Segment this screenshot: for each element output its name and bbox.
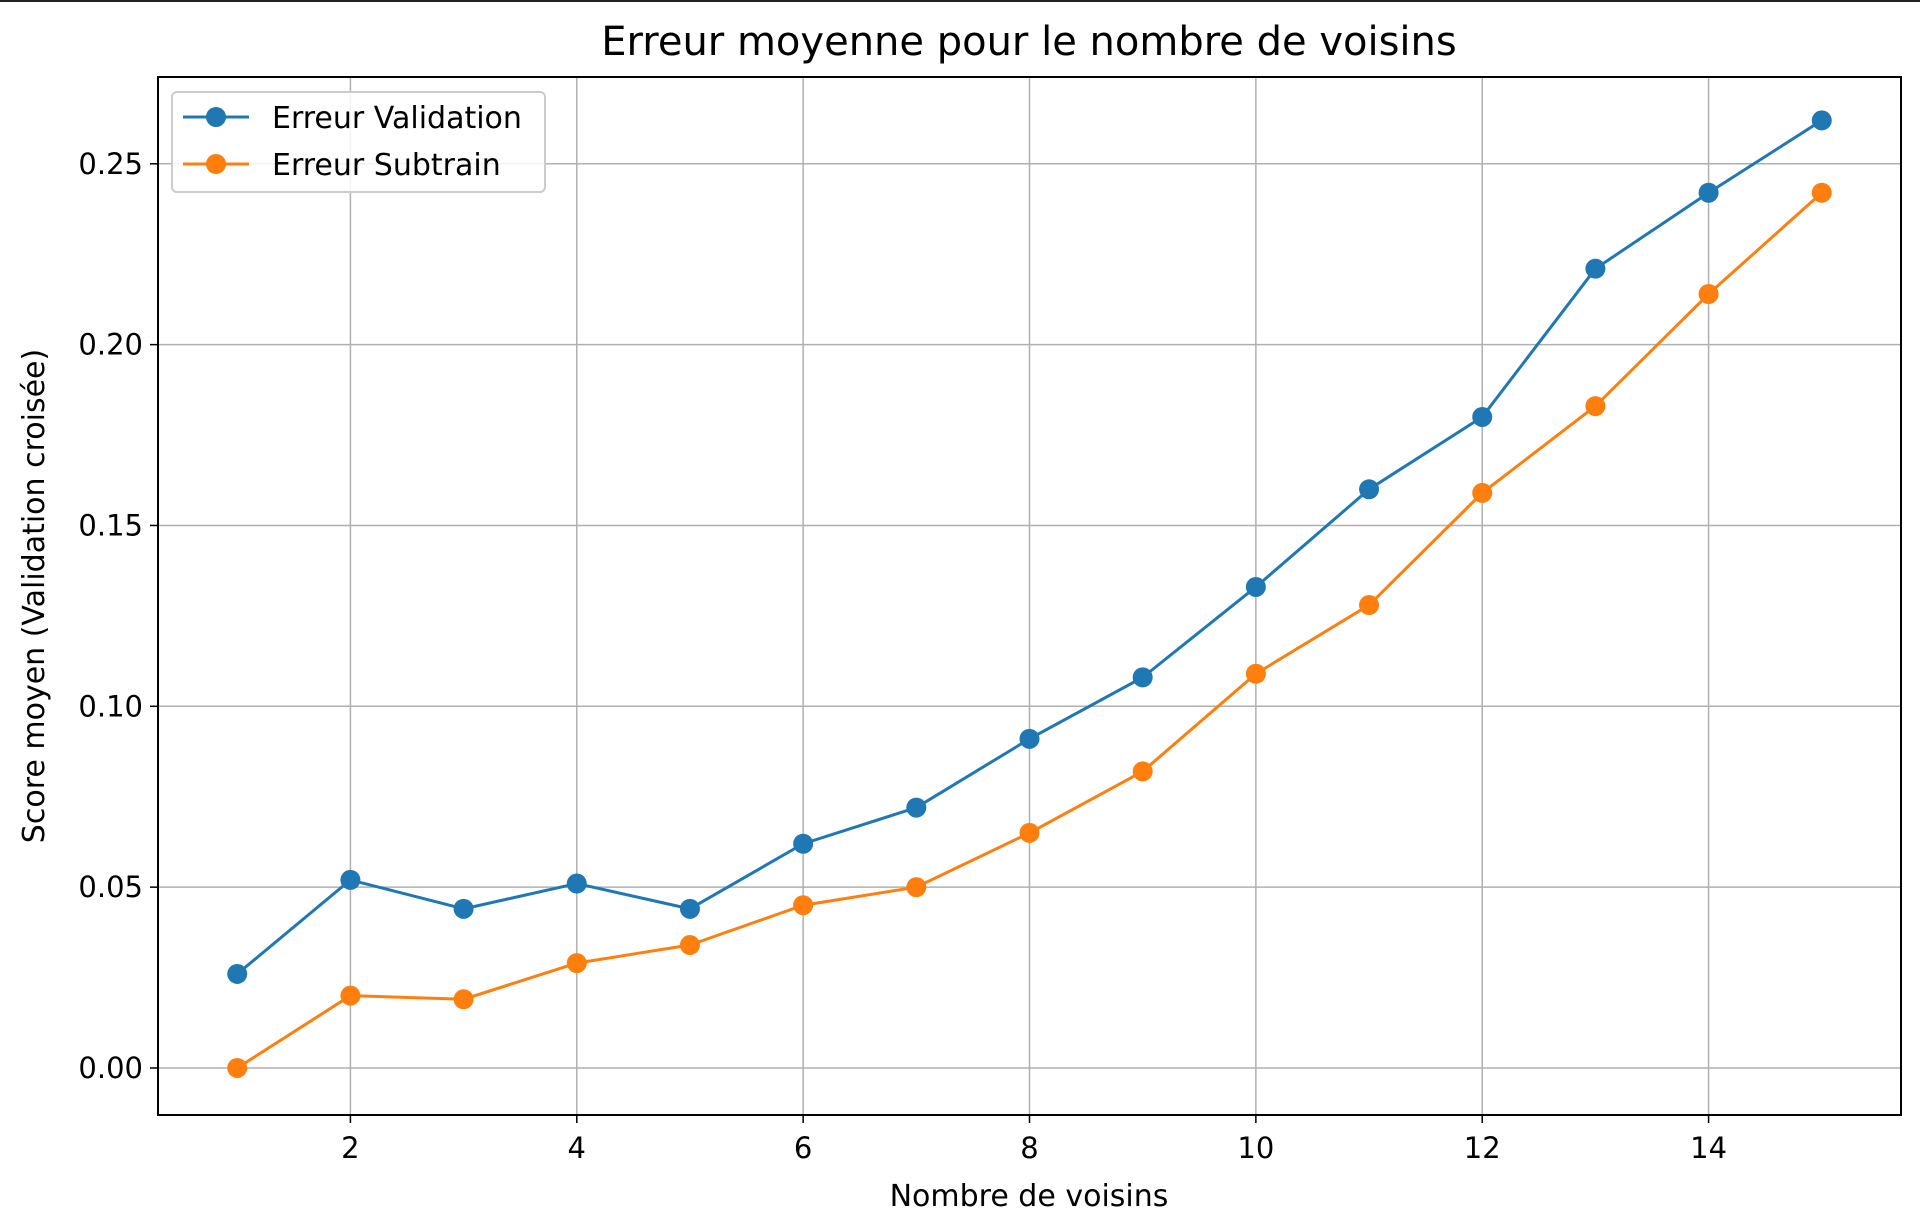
data-point-erreur-validation	[906, 797, 927, 818]
data-point-erreur-validation	[679, 898, 700, 919]
x-tick-label: 4	[568, 1131, 586, 1165]
data-point-erreur-subtrain	[340, 985, 361, 1006]
data-point-erreur-subtrain	[1585, 396, 1606, 417]
data-point-erreur-validation	[1585, 258, 1606, 279]
data-point-erreur-validation	[1132, 667, 1153, 688]
data-point-erreur-subtrain	[227, 1057, 248, 1078]
data-point-erreur-validation	[1359, 479, 1380, 500]
gridlines	[158, 77, 1901, 1115]
x-tick-label: 14	[1690, 1131, 1727, 1165]
x-tick-label: 10	[1237, 1131, 1274, 1165]
legend-item-validation: Erreur Validation	[183, 101, 522, 136]
data-point-erreur-validation	[1245, 576, 1266, 597]
data-point-erreur-validation	[793, 833, 814, 854]
data-point-erreur-validation	[566, 873, 587, 894]
x-tick-label: 12	[1464, 1131, 1501, 1165]
legend-marker-validation	[206, 107, 226, 127]
data-point-erreur-validation	[1019, 728, 1040, 749]
y-axis-label: Score moyen (Validation croisée)	[17, 349, 52, 843]
legend: Erreur Validation Erreur Subtrain	[171, 91, 546, 193]
legend-marker-subtrain	[206, 154, 226, 174]
legend-label-subtrain: Erreur Subtrain	[272, 148, 501, 183]
data-point-erreur-subtrain	[1811, 182, 1832, 203]
data-point-erreur-subtrain	[566, 953, 587, 974]
data-point-erreur-subtrain	[1245, 663, 1266, 684]
data-point-erreur-validation	[340, 869, 361, 890]
data-point-erreur-subtrain	[1132, 761, 1153, 782]
data-point-erreur-validation	[1472, 406, 1493, 427]
data-point-erreur-subtrain	[453, 989, 474, 1010]
x-axis-label: Nombre de voisins	[890, 1179, 1169, 1214]
data-point-erreur-subtrain	[1019, 822, 1040, 843]
data-point-erreur-subtrain	[679, 935, 700, 956]
data-point-erreur-validation	[453, 898, 474, 919]
data-point-erreur-validation	[1811, 110, 1832, 131]
legend-item-subtrain: Erreur Subtrain	[183, 148, 501, 183]
y-tick-label: 0.05	[78, 870, 143, 904]
x-tick-label: 8	[1020, 1131, 1038, 1165]
y-tick-label: 0.00	[78, 1051, 143, 1085]
data-point-erreur-validation	[1698, 182, 1719, 203]
y-tick-label: 0.25	[78, 147, 143, 181]
y-axis-ticks: 0.00 0.05 0.10 0.15 0.20 0.25	[78, 147, 158, 1085]
legend-box	[171, 91, 546, 193]
data-point-erreur-subtrain	[1359, 595, 1380, 616]
x-tick-label: 2	[341, 1131, 359, 1165]
x-tick-label: 6	[794, 1131, 812, 1165]
y-tick-label: 0.20	[78, 328, 143, 362]
series-erreur-subtrain	[227, 182, 1832, 1078]
series-erreur-validation	[227, 110, 1832, 984]
data-point-erreur-validation	[227, 963, 248, 984]
data-point-erreur-subtrain	[1698, 284, 1719, 305]
x-axis-ticks: 2 4 6 8 10 12 14	[341, 1115, 1727, 1165]
legend-label-validation: Erreur Validation	[272, 101, 522, 136]
data-point-erreur-subtrain	[793, 895, 814, 916]
data-point-erreur-subtrain	[1472, 482, 1493, 503]
y-tick-label: 0.15	[78, 508, 143, 542]
y-tick-label: 0.10	[78, 689, 143, 723]
data-point-erreur-subtrain	[906, 877, 927, 898]
chart-title: Erreur moyenne pour le nombre de voisins	[601, 19, 1456, 65]
plot-series	[227, 110, 1832, 1078]
